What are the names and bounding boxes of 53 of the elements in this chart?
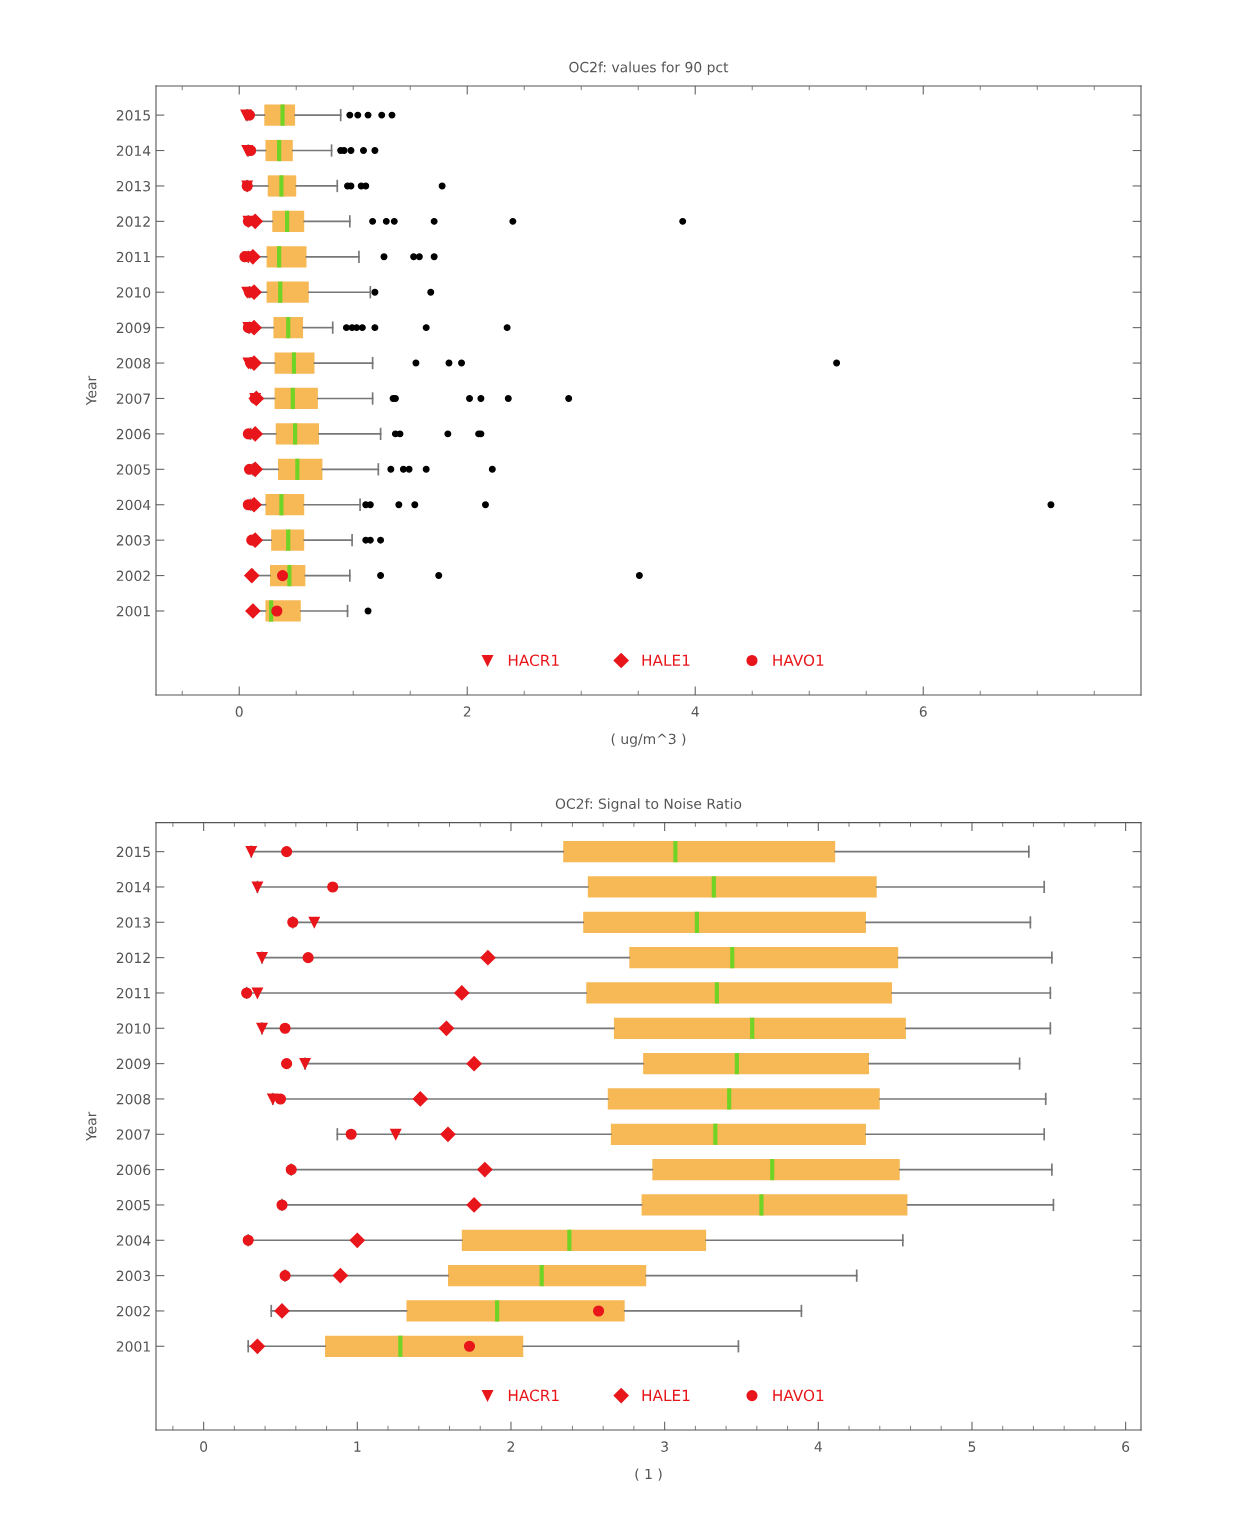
- y-axis-title: Year: [86, 1111, 97, 1142]
- y-tick-label: 2012: [116, 216, 150, 227]
- y-tick-label: 2006: [116, 1164, 151, 1176]
- legend-label: HAVO1: [773, 654, 824, 667]
- y-tick-label: 2012: [116, 952, 150, 964]
- y-tick-label: 2011: [116, 987, 150, 999]
- x-tick-label: 0: [200, 1441, 208, 1452]
- y-tick-label: 2001: [116, 605, 150, 617]
- y-tick-label: 2001: [116, 1341, 150, 1352]
- y-tick-label: 2014: [116, 881, 151, 893]
- x-tick-label: 4: [814, 1441, 822, 1452]
- x-tick-label: 6: [919, 706, 927, 717]
- x-tick-label: 0: [235, 706, 243, 717]
- y-tick-label: 2011: [116, 251, 150, 263]
- legend-label: HACR1: [508, 1389, 559, 1402]
- x-tick-label: 2: [507, 1441, 514, 1452]
- x-tick-label: 3: [661, 1441, 668, 1452]
- y-tick-label: 2003: [116, 1270, 151, 1282]
- y-tick-label: 2010: [116, 1023, 151, 1034]
- y-tick-label: 2003: [116, 535, 151, 546]
- y-tick-label: 2015: [116, 846, 150, 858]
- y-tick-label: 2002: [116, 570, 150, 582]
- x-tick-label: 4: [691, 706, 699, 717]
- y-tick-label: 2015: [116, 110, 150, 121]
- y-tick-label: 2004: [116, 1235, 151, 1246]
- x-axis-title: ( 1 ): [635, 1468, 662, 1481]
- x-tick-label: 5: [968, 1441, 976, 1452]
- legend-label: HALE1: [642, 654, 690, 666]
- y-tick-label: 2007: [116, 393, 150, 404]
- y-tick-label: 2007: [116, 1129, 150, 1140]
- y-tick-label: 2002: [116, 1305, 150, 1317]
- y-tick-label: 2005: [116, 1199, 150, 1211]
- y-axis-title: Year: [86, 375, 97, 406]
- y-tick-label: 2008: [116, 1093, 151, 1105]
- y-tick-label: 2009: [116, 1058, 151, 1070]
- x-axis-title: ( ug/m^3 ): [611, 733, 686, 747]
- y-tick-label: 2010: [116, 287, 151, 298]
- y-tick-label: 2004: [116, 499, 151, 511]
- legend-label: HAVO1: [773, 1389, 824, 1402]
- y-tick-label: 2014: [116, 145, 151, 157]
- y-tick-label: 2005: [116, 464, 150, 475]
- x-tick-label: 6: [1122, 1441, 1130, 1452]
- x-tick-label: 1: [354, 1441, 361, 1452]
- y-tick-label: 2008: [116, 358, 151, 369]
- chart-title: OC2f: Signal to Noise Ratio: [555, 798, 742, 812]
- chart-title: OC2f: values for 90 pct: [569, 61, 729, 76]
- y-tick-label: 2013: [116, 917, 151, 928]
- legend-label: HACR1: [508, 654, 559, 667]
- legend-label: HALE1: [642, 1389, 690, 1401]
- y-tick-label: 2009: [116, 322, 151, 334]
- x-tick-label: 2: [463, 706, 471, 717]
- y-tick-label: 2006: [116, 428, 151, 440]
- y-tick-label: 2013: [116, 180, 151, 192]
